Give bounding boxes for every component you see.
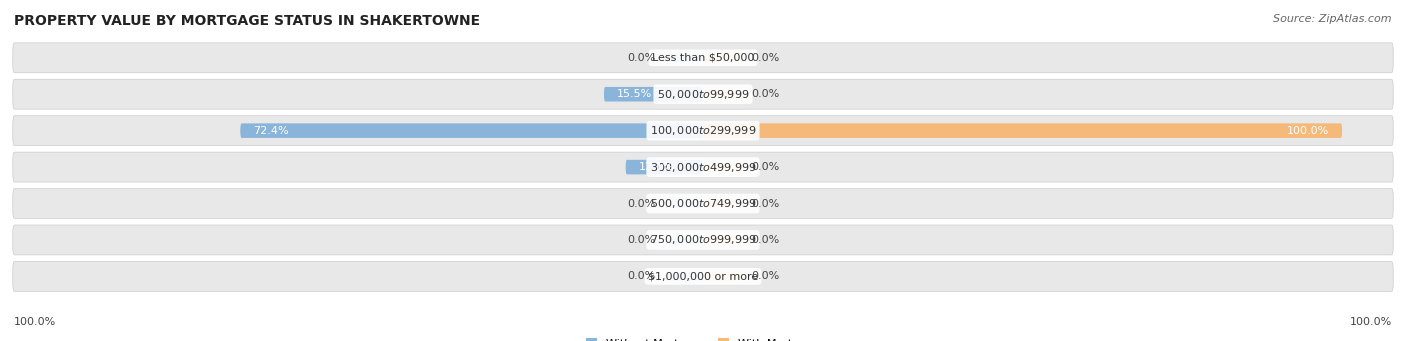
FancyBboxPatch shape xyxy=(665,199,703,208)
FancyBboxPatch shape xyxy=(13,79,1393,109)
FancyBboxPatch shape xyxy=(240,123,703,138)
Text: $750,000 to $999,999: $750,000 to $999,999 xyxy=(650,234,756,247)
Text: $500,000 to $749,999: $500,000 to $749,999 xyxy=(650,197,756,210)
FancyBboxPatch shape xyxy=(703,53,741,62)
Text: 72.4%: 72.4% xyxy=(253,125,288,136)
FancyBboxPatch shape xyxy=(13,189,1393,219)
FancyBboxPatch shape xyxy=(703,235,741,245)
Legend: Without Mortgage, With Mortgage: Without Mortgage, With Mortgage xyxy=(582,334,824,341)
FancyBboxPatch shape xyxy=(703,199,741,208)
FancyBboxPatch shape xyxy=(13,152,1393,182)
Text: 0.0%: 0.0% xyxy=(627,53,655,63)
Text: $100,000 to $299,999: $100,000 to $299,999 xyxy=(650,124,756,137)
FancyBboxPatch shape xyxy=(703,162,741,172)
Text: 0.0%: 0.0% xyxy=(627,198,655,209)
FancyBboxPatch shape xyxy=(605,87,703,102)
Text: 100.0%: 100.0% xyxy=(1286,125,1329,136)
Text: 100.0%: 100.0% xyxy=(14,317,56,327)
Text: $1,000,000 or more: $1,000,000 or more xyxy=(648,271,758,281)
Text: 0.0%: 0.0% xyxy=(751,53,779,63)
Text: Less than $50,000: Less than $50,000 xyxy=(652,53,754,63)
FancyBboxPatch shape xyxy=(703,272,741,281)
Text: Source: ZipAtlas.com: Source: ZipAtlas.com xyxy=(1274,14,1392,24)
Text: 0.0%: 0.0% xyxy=(751,198,779,209)
Text: 0.0%: 0.0% xyxy=(627,235,655,245)
FancyBboxPatch shape xyxy=(665,53,703,62)
FancyBboxPatch shape xyxy=(626,160,703,174)
FancyBboxPatch shape xyxy=(13,43,1393,73)
FancyBboxPatch shape xyxy=(703,89,741,99)
Text: $50,000 to $99,999: $50,000 to $99,999 xyxy=(657,88,749,101)
Text: PROPERTY VALUE BY MORTGAGE STATUS IN SHAKERTOWNE: PROPERTY VALUE BY MORTGAGE STATUS IN SHA… xyxy=(14,14,481,28)
Text: 12.1%: 12.1% xyxy=(638,162,673,172)
Text: 0.0%: 0.0% xyxy=(751,162,779,172)
FancyBboxPatch shape xyxy=(13,225,1393,255)
FancyBboxPatch shape xyxy=(13,262,1393,291)
Text: 0.0%: 0.0% xyxy=(751,235,779,245)
FancyBboxPatch shape xyxy=(665,235,703,245)
Text: 0.0%: 0.0% xyxy=(751,271,779,281)
Text: 15.5%: 15.5% xyxy=(617,89,652,99)
FancyBboxPatch shape xyxy=(703,123,1343,138)
Text: $300,000 to $499,999: $300,000 to $499,999 xyxy=(650,161,756,174)
FancyBboxPatch shape xyxy=(13,116,1393,146)
Text: 100.0%: 100.0% xyxy=(1350,317,1392,327)
Text: 0.0%: 0.0% xyxy=(751,89,779,99)
Text: 0.0%: 0.0% xyxy=(627,271,655,281)
FancyBboxPatch shape xyxy=(665,272,703,281)
